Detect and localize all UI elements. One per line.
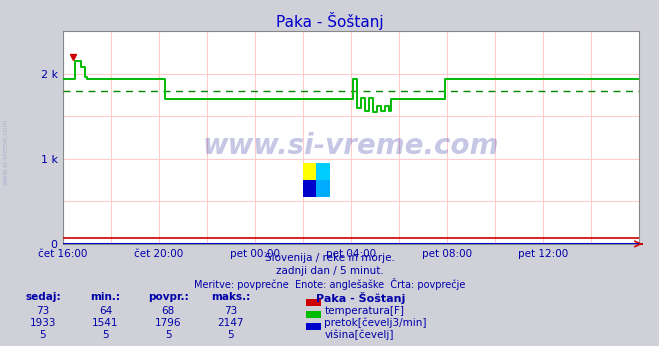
Text: 5: 5 bbox=[165, 330, 171, 340]
Text: min.:: min.: bbox=[90, 292, 121, 302]
Bar bbox=[316, 180, 330, 197]
Text: 1796: 1796 bbox=[155, 318, 181, 328]
Text: pretok[čevelj3/min]: pretok[čevelj3/min] bbox=[324, 318, 427, 328]
Text: 1541: 1541 bbox=[92, 318, 119, 328]
Text: 5: 5 bbox=[227, 330, 234, 340]
Text: Slovenija / reke in morje.: Slovenija / reke in morje. bbox=[264, 253, 395, 263]
Text: www.si-vreme.com: www.si-vreme.com bbox=[2, 119, 9, 185]
Bar bbox=[316, 163, 330, 180]
Text: 5: 5 bbox=[40, 330, 46, 340]
Text: 73: 73 bbox=[224, 306, 237, 316]
Text: 73: 73 bbox=[36, 306, 49, 316]
Text: povpr.:: povpr.: bbox=[148, 292, 188, 302]
Text: Paka - Šoštanj: Paka - Šoštanj bbox=[275, 12, 384, 30]
Text: 2147: 2147 bbox=[217, 318, 244, 328]
Text: Paka - Šoštanj: Paka - Šoštanj bbox=[316, 292, 406, 304]
Bar bbox=[303, 163, 316, 180]
Text: 5: 5 bbox=[102, 330, 109, 340]
Text: višina[čevelj]: višina[čevelj] bbox=[324, 330, 393, 340]
Bar bbox=[303, 180, 316, 197]
Text: 68: 68 bbox=[161, 306, 175, 316]
Text: zadnji dan / 5 minut.: zadnji dan / 5 minut. bbox=[275, 266, 384, 276]
Text: temperatura[F]: temperatura[F] bbox=[324, 306, 404, 316]
Text: 64: 64 bbox=[99, 306, 112, 316]
Text: sedaj:: sedaj: bbox=[25, 292, 61, 302]
Text: Meritve: povprečne  Enote: anglešaške  Črta: povprečje: Meritve: povprečne Enote: anglešaške Črt… bbox=[194, 278, 465, 290]
Text: www.si-vreme.com: www.si-vreme.com bbox=[203, 132, 499, 160]
Text: 1933: 1933 bbox=[30, 318, 56, 328]
Text: maks.:: maks.: bbox=[211, 292, 250, 302]
